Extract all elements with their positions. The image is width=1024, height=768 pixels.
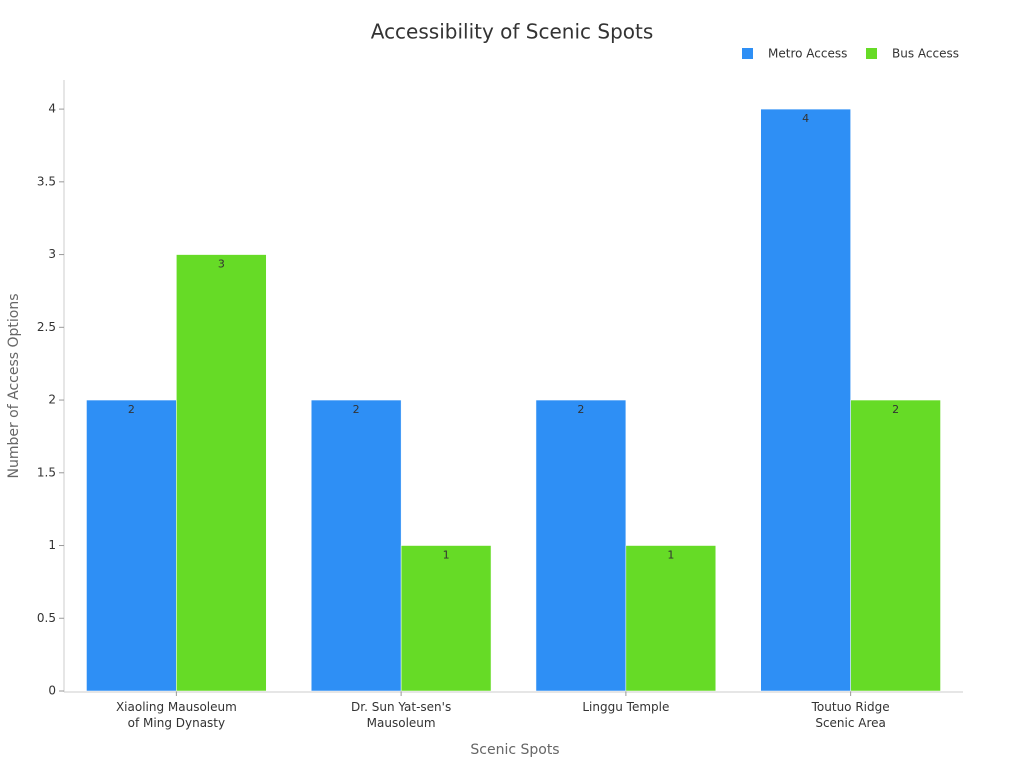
value-label: 2	[128, 403, 135, 416]
value-label: 1	[667, 549, 674, 562]
legend-swatch	[866, 48, 877, 59]
bar	[625, 545, 717, 692]
y-tick-label: 4	[48, 102, 56, 116]
x-axis-title: Scenic Spots	[470, 742, 559, 758]
x-tick-label: Xiaoling Mausoleum of Ming Dynasty	[115, 700, 237, 730]
bar	[86, 399, 177, 692]
value-label: 3	[218, 258, 225, 271]
chart-title: Accessibility of Scenic Spots	[371, 20, 654, 44]
y-axis-title: Number of Access Options	[6, 293, 22, 478]
value-label: 2	[353, 403, 360, 416]
legend-label: Bus Access	[892, 47, 959, 61]
y-tick-label: 1.5	[37, 465, 56, 479]
x-tick-label: Linggu Temple	[582, 700, 670, 714]
bar	[310, 399, 402, 692]
legend-swatch	[742, 48, 753, 59]
y-tick-label: 3.5	[37, 174, 56, 188]
y-tick-label: 0	[48, 684, 56, 698]
value-label: 4	[802, 112, 809, 125]
bar	[400, 545, 492, 692]
value-label: 1	[443, 549, 450, 562]
x-tick-label: Toutuo Ridge Scenic Area	[811, 700, 890, 730]
y-tick-label: 3	[48, 247, 56, 261]
y-tick-label: 1	[48, 538, 56, 552]
x-tick-label: Dr. Sun Yat-sen's Mausoleum	[351, 700, 452, 730]
value-label: 2	[577, 403, 584, 416]
bar	[176, 254, 267, 692]
value-label: 2	[892, 403, 899, 416]
y-tick-label: 2.5	[37, 320, 56, 334]
legend-label: Metro Access	[768, 47, 847, 61]
bar	[535, 399, 627, 692]
y-tick-label: 0.5	[37, 611, 56, 625]
bar	[850, 399, 941, 692]
y-tick-label: 2	[48, 393, 56, 407]
bar	[760, 108, 851, 692]
